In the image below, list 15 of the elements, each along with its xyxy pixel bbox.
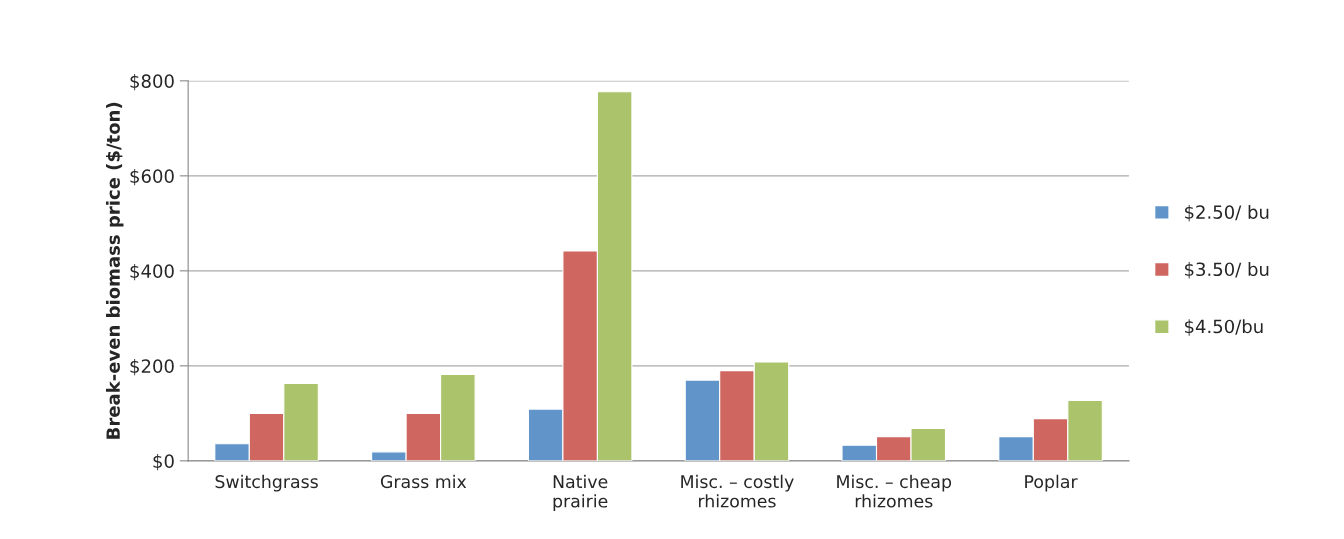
legend-label: $2.50/ bu: [1185, 204, 1269, 222]
x-tick-label: Grass mix: [380, 474, 467, 489]
y-tick-label: $400: [130, 263, 174, 281]
y-tick-label: $200: [130, 358, 174, 376]
legend-label: $3.50/ bu: [1185, 262, 1269, 279]
y-tick-label: $800: [130, 73, 174, 91]
x-tick-label: Misc. – costly rhizomes: [681, 474, 794, 508]
x-tick-label: Native prairie: [553, 474, 608, 511]
x-tick-label: Misc. – cheap rhizomes: [837, 474, 952, 508]
y-axis-title: Break-even biomass price ($/ton): [105, 102, 124, 439]
legend-label: $4.50/bu: [1185, 319, 1263, 336]
x-tick-label: Switchgrass: [215, 474, 318, 492]
y-tick-label: $600: [130, 168, 174, 186]
x-tick-label: Poplar: [1025, 474, 1078, 492]
y-tick-label: $0: [153, 453, 174, 471]
